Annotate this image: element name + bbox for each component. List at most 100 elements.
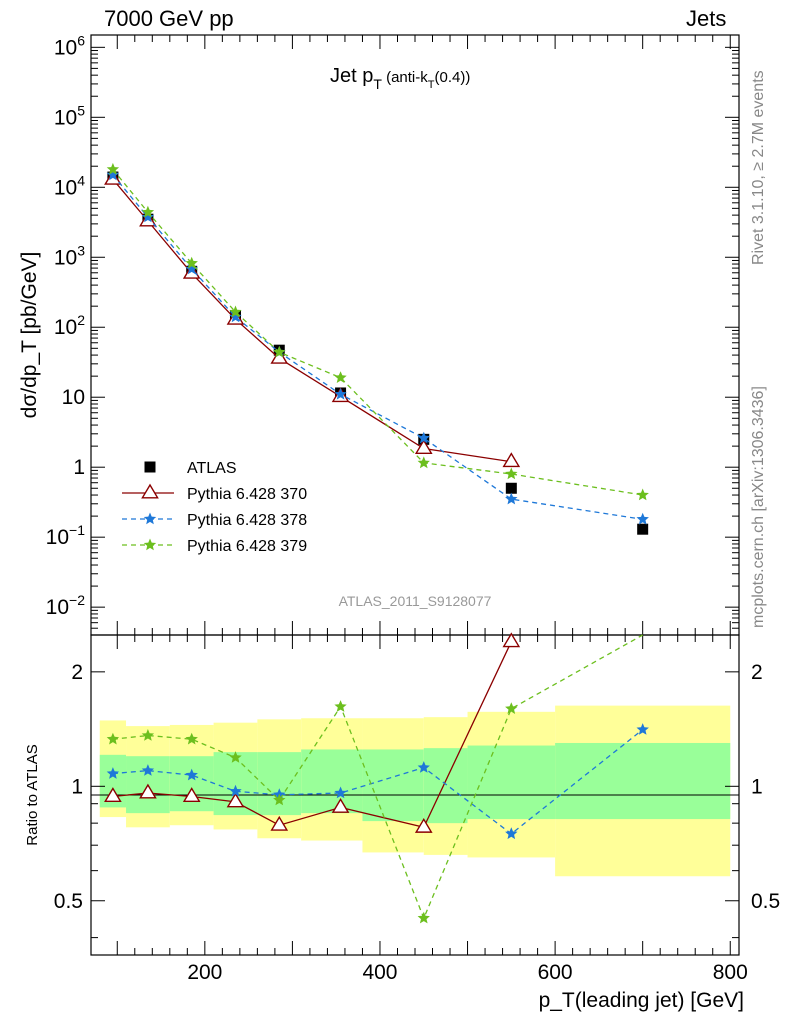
ratio-point-pythia-6-428-379 xyxy=(417,911,430,924)
ratio-band-inner xyxy=(362,749,424,822)
main-point-pythia-6-428-379 xyxy=(185,256,198,269)
header-right: Jets xyxy=(686,6,727,31)
x-tick-label: 400 xyxy=(362,961,397,984)
y-tick-label: 10−2 xyxy=(46,592,86,619)
ratio-tick-label: 1 xyxy=(751,775,763,798)
main-point-pythia-6-428-378 xyxy=(636,512,649,525)
main-point-pythia-6-428-379 xyxy=(636,488,649,501)
legend-entry: Pythia 6.428 370 xyxy=(122,483,307,503)
main-line-pythia-6-428-370 xyxy=(112,178,512,463)
main-point-pythia-6-428-370 xyxy=(414,439,433,454)
ratio-point-pythia-6-428-379 xyxy=(141,729,155,741)
ratio-band-inner xyxy=(169,756,214,812)
main-point-pythia-6-428-370 xyxy=(502,452,521,468)
main-point-pythia-6-428-378 xyxy=(185,262,198,275)
analysis-watermark: ATLAS_2011_S9128077 xyxy=(339,593,492,609)
main-point-atlas xyxy=(505,482,517,494)
ratio-point-pythia-6-428-378 xyxy=(229,784,242,797)
ratio-tick-label: 2 xyxy=(71,661,83,684)
y-tick-label: 102 xyxy=(54,312,85,339)
main-point-pythia-6-428-378 xyxy=(505,492,518,505)
ratio-point-pythia-6-428-379 xyxy=(106,732,120,745)
header-left: 7000 GeV pp xyxy=(104,6,234,31)
y-tick-label: 10 xyxy=(62,386,85,409)
main-point-pythia-6-428-379 xyxy=(273,345,286,358)
main-point-pythia-6-428-378 xyxy=(334,387,347,400)
ratio-line-pythia-6-428-370 xyxy=(112,641,512,829)
x-tick-label: 800 xyxy=(713,961,748,984)
main-point-atlas xyxy=(637,523,649,535)
legend-label: ATLAS xyxy=(187,460,237,477)
main-point-pythia-6-428-378 xyxy=(141,210,155,223)
legend-label: Pythia 6.428 378 xyxy=(187,512,307,529)
x-tick-label: 200 xyxy=(187,961,222,984)
ratio-point-pythia-6-428-378 xyxy=(417,761,430,773)
y-tick-label: 105 xyxy=(54,102,85,129)
ratio-point-pythia-6-428-370 xyxy=(414,817,433,833)
data-marks xyxy=(104,162,649,924)
main-point-pythia-6-428-379 xyxy=(106,162,120,175)
main-point-pythia-6-428-379 xyxy=(417,456,430,469)
main-point-pythia-6-428-378 xyxy=(229,310,242,323)
ratio-tick-label: 0.5 xyxy=(751,890,780,913)
legend-entry: Pythia 6.428 379 xyxy=(122,538,307,555)
y-tick-label: 104 xyxy=(54,172,85,199)
axis-tick-labels: 10−2 10−1 1 10 102 103 104 105 106 200 400 600 800 0.… xyxy=(46,32,781,984)
ratio-point-pythia-6-428-370 xyxy=(139,783,157,799)
ratio-point-pythia-6-428-378 xyxy=(106,767,120,779)
main-point-pythia-6-428-379 xyxy=(505,467,518,480)
mcplots-label: mcplots.cern.ch [arXiv:1306.3436] xyxy=(750,386,767,628)
main-point-pythia-6-428-379 xyxy=(334,371,347,383)
plot-title: Jet pT (anti-kT(0.4)) xyxy=(330,65,470,92)
ratio-point-pythia-6-428-378 xyxy=(141,764,155,776)
ratio-band-inner xyxy=(257,752,302,816)
legend-marker xyxy=(143,538,157,551)
y-tick-label: 103 xyxy=(54,242,85,269)
legend-entry: Pythia 6.428 378 xyxy=(122,512,307,529)
ratio-point-pythia-6-428-378 xyxy=(505,827,518,840)
y-tick-label: 106 xyxy=(54,32,85,59)
ratio-line-pythia-6-428-378 xyxy=(112,729,644,835)
y-tick-label: 1 xyxy=(73,456,85,479)
ratio-point-pythia-6-428-379 xyxy=(273,793,286,806)
ratio-band-inner xyxy=(555,742,731,820)
ratio-point-pythia-6-428-378 xyxy=(636,723,649,735)
ratio-line-pythia-6-428-379 xyxy=(112,634,644,920)
ratio-point-pythia-6-428-379 xyxy=(185,732,198,745)
x-tick-label: 600 xyxy=(538,961,573,984)
ratio-y-axis-label: Ratio to ATLAS xyxy=(24,744,41,845)
ratio-point-pythia-6-428-379 xyxy=(334,700,347,712)
legend-entry: ATLAS xyxy=(144,460,237,477)
axis-ticks xyxy=(91,35,739,955)
ratio-point-pythia-6-428-378 xyxy=(334,786,347,799)
main-point-pythia-6-428-378 xyxy=(106,168,120,181)
legend-label: Pythia 6.428 370 xyxy=(187,486,307,503)
ratio-point-pythia-6-428-370 xyxy=(331,798,350,813)
y-axis-label: dσ/dp_T [pb/GeV] xyxy=(18,252,41,419)
legend-label: Pythia 6.428 379 xyxy=(187,538,307,555)
main-point-pythia-6-428-370 xyxy=(270,348,289,364)
main-point-pythia-6-428-378 xyxy=(417,431,430,444)
ratio-band-inner xyxy=(467,745,556,820)
ratio-point-pythia-6-428-370 xyxy=(182,787,201,803)
ratio-point-pythia-6-428-379 xyxy=(505,702,518,714)
rivet-label: Rivet 3.1.10, ≥ 2.7M events xyxy=(750,70,767,265)
ratio-band-inner xyxy=(301,749,363,814)
ratio-uncertainty-bands xyxy=(99,705,731,877)
legend-marker xyxy=(144,461,156,473)
y-tick-label: 10−1 xyxy=(46,522,86,549)
main-point-pythia-6-428-379 xyxy=(141,205,155,218)
ratio-point-pythia-6-428-370 xyxy=(270,815,289,831)
legend: ATLAS Pythia 6.428 370 Pythia 6.428 378 Pyt… xyxy=(122,460,307,555)
ratio-point-pythia-6-428-378 xyxy=(185,768,198,781)
legend-marker xyxy=(143,512,157,525)
ratio-point-pythia-6-428-370 xyxy=(104,787,122,803)
x-axis-label: p_T(leading jet) [GeV] xyxy=(539,989,744,1012)
main-line-pythia-6-428-379 xyxy=(112,168,643,496)
ratio-tick-label: 1 xyxy=(71,775,83,798)
ratio-tick-label: 2 xyxy=(751,661,763,684)
legend-marker xyxy=(141,483,159,499)
ratio-band-inner xyxy=(423,748,468,824)
ratio-tick-label: 0.5 xyxy=(54,890,83,913)
